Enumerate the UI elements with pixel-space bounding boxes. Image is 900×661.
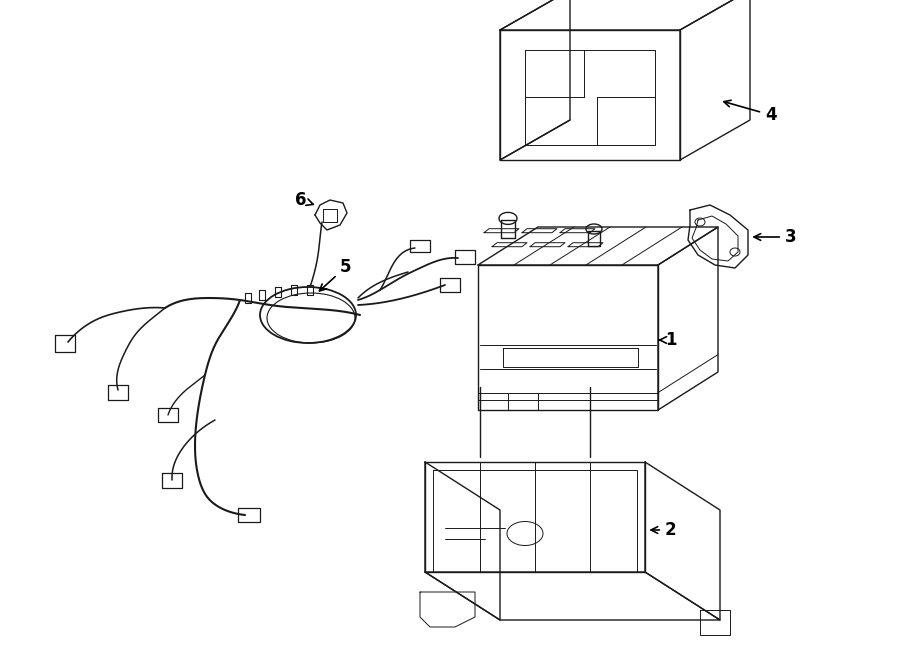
- Text: 3: 3: [754, 228, 796, 246]
- Text: 4: 4: [724, 100, 777, 124]
- Text: 2: 2: [651, 521, 677, 539]
- Text: 1: 1: [659, 331, 677, 349]
- Text: 5: 5: [320, 258, 352, 291]
- Text: 6: 6: [295, 191, 313, 209]
